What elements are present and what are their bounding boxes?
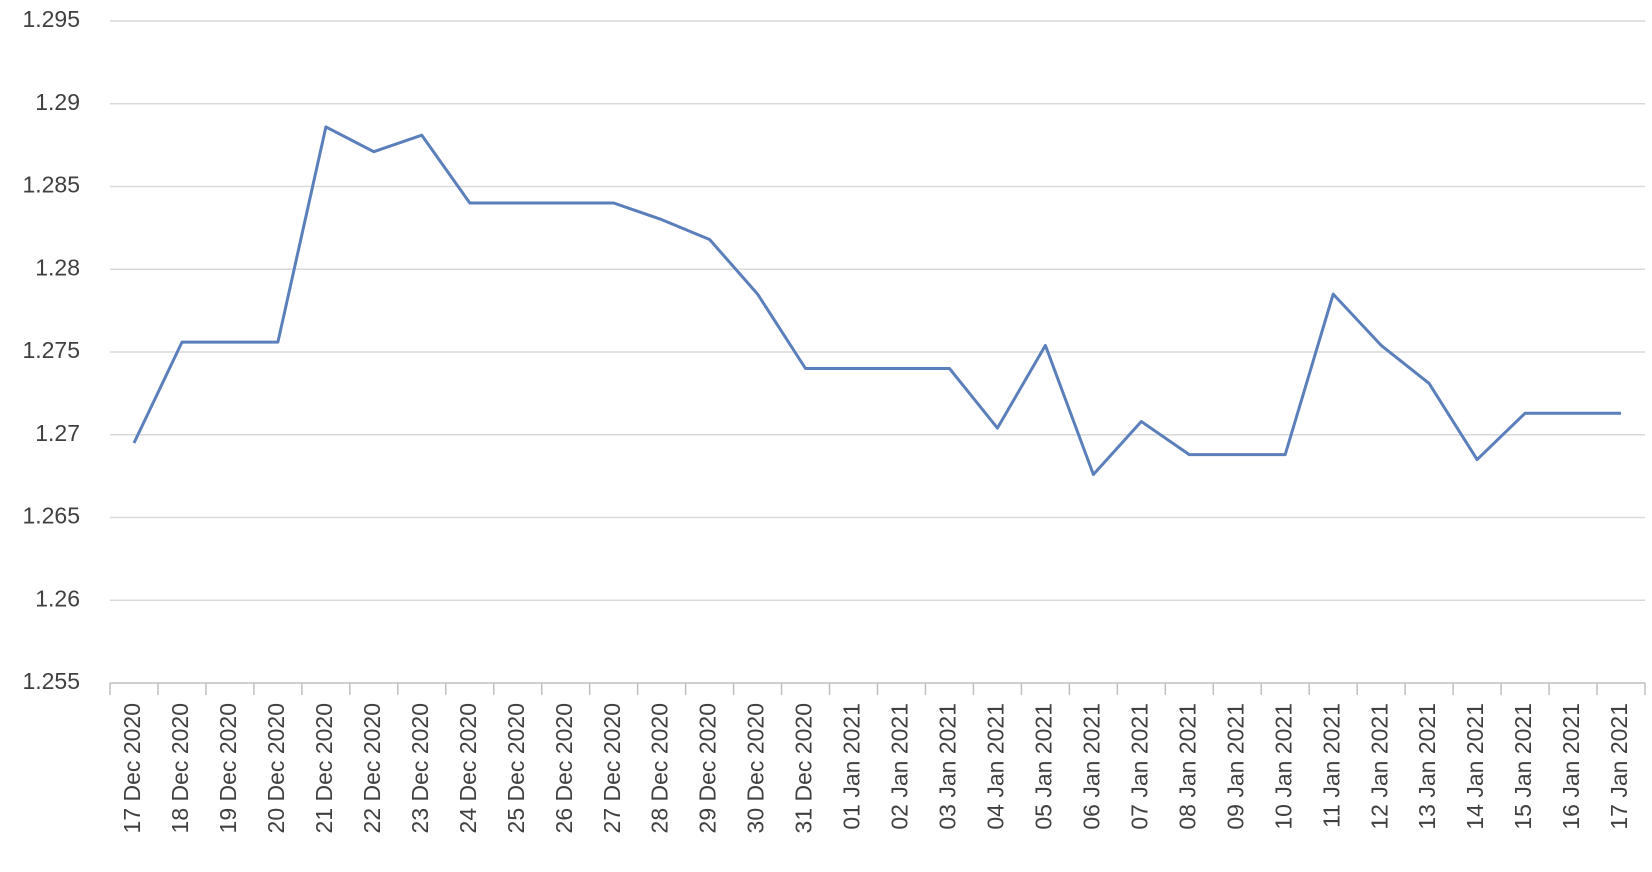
x-tick-label: 03 Jan 2021	[935, 703, 961, 830]
x-tick-label: 22 Dec 2020	[359, 703, 385, 833]
x-tick-label: 25 Dec 2020	[503, 703, 529, 833]
x-tick-label: 08 Jan 2021	[1174, 703, 1200, 830]
x-tick-label: 30 Dec 2020	[743, 703, 769, 833]
x-tick-label: 12 Jan 2021	[1366, 703, 1392, 830]
x-tick-label: 07 Jan 2021	[1126, 703, 1152, 830]
x-tick-label: 06 Jan 2021	[1078, 703, 1104, 830]
x-tick-label: 04 Jan 2021	[983, 703, 1009, 830]
x-tick-label: 21 Dec 2020	[311, 703, 337, 833]
x-tick-label: 05 Jan 2021	[1030, 703, 1056, 830]
y-tick-label: 1.295	[22, 6, 80, 32]
x-tick-label: 29 Dec 2020	[695, 703, 721, 833]
y-tick-label: 1.275	[22, 337, 80, 363]
x-tick-label: 02 Jan 2021	[887, 703, 913, 830]
x-tick-label: 15 Jan 2021	[1510, 703, 1536, 830]
x-tick-label: 14 Jan 2021	[1462, 703, 1488, 830]
y-tick-label: 1.285	[22, 172, 80, 198]
x-tick-label: 13 Jan 2021	[1414, 703, 1440, 830]
x-tick-label: 16 Jan 2021	[1558, 703, 1584, 830]
x-tick-label: 20 Dec 2020	[263, 703, 289, 833]
x-tick-label: 19 Dec 2020	[215, 703, 241, 833]
x-tick-label: 09 Jan 2021	[1222, 703, 1248, 830]
x-tick-label: 24 Dec 2020	[455, 703, 481, 833]
y-tick-label: 1.255	[22, 668, 80, 694]
x-tick-label: 17 Dec 2020	[119, 703, 145, 833]
x-tick-label: 27 Dec 2020	[599, 703, 625, 833]
y-tick-label: 1.29	[35, 89, 80, 115]
y-tick-label: 1.28	[35, 254, 80, 280]
x-tick-label: 17 Jan 2021	[1606, 703, 1632, 830]
line	[132, 125, 1621, 476]
x-tick-label: 31 Dec 2020	[791, 703, 817, 833]
y-tick-label: 1.27	[35, 420, 80, 446]
x-tick-label: 28 Dec 2020	[647, 703, 673, 833]
x-tick-label: 01 Jan 2021	[839, 703, 865, 830]
x-tick-label: 10 Jan 2021	[1270, 703, 1296, 830]
x-tick-label: 18 Dec 2020	[167, 703, 193, 833]
y-tick-label: 1.26	[35, 585, 80, 611]
x-tick-label: 23 Dec 2020	[407, 703, 433, 833]
x-tick-label: 26 Dec 2020	[551, 703, 577, 833]
x-tick-label: 11 Jan 2021	[1318, 703, 1344, 828]
y-tick-label: 1.265	[22, 503, 80, 529]
